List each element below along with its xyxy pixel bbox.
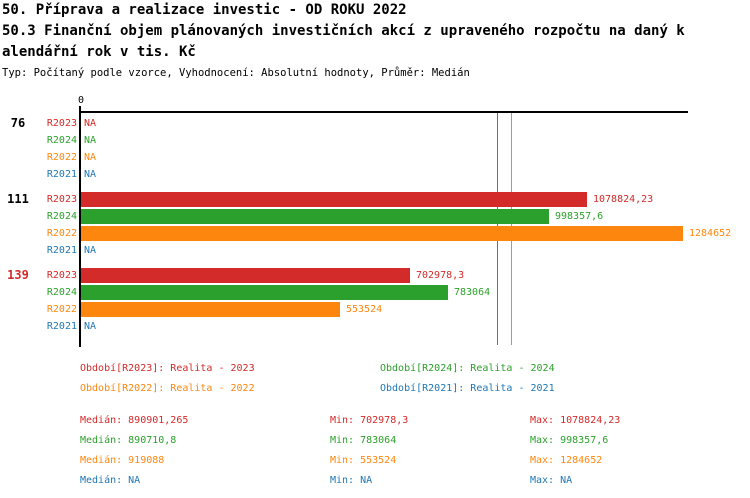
legend-item: Období[R2022]: Realita - 2022 — [80, 383, 255, 394]
series-label: R2023 — [46, 194, 77, 205]
chart-subtitle: 50.3 Finanční objem plánovaných investič… — [2, 23, 685, 39]
series-label: R2023 — [46, 270, 77, 281]
legend-item: Období[R2021]: Realita - 2021 — [380, 383, 555, 394]
group-label: 76 — [10, 116, 26, 130]
stat-max: Max: 998357,6 — [530, 435, 609, 446]
legend-item: Období[R2023]: Realita - 2023 — [80, 363, 255, 374]
chart-meta: Typ: Počítaný podle vzorce, Vyhodnocení:… — [2, 67, 470, 79]
series-label: R2022 — [46, 228, 77, 239]
chart-subtitle-wrap: alendářní rok v tis. Kč — [2, 44, 196, 60]
stat-median: Medián: 890710,8 — [80, 435, 177, 446]
series-label: R2024 — [46, 287, 77, 298]
stat-median: Medián: 890901,265 — [80, 415, 189, 426]
bar-value-label: 1078824,23 — [593, 194, 654, 205]
series-label: R2021 — [46, 245, 77, 256]
na-value-label: NA — [84, 245, 97, 256]
stat-median: Medián: NA — [80, 475, 141, 486]
na-value-label: NA — [84, 118, 97, 129]
page-title: 50. Příprava a realizace investic - OD R… — [2, 2, 407, 18]
series-label: R2024 — [46, 135, 77, 146]
bar — [81, 302, 340, 317]
stat-max: Max: 1284652 — [530, 455, 603, 466]
bar-value-label: 1284652 — [689, 228, 732, 239]
bar-value-label: 998357,6 — [555, 211, 604, 222]
bar — [81, 268, 410, 283]
series-label: R2024 — [46, 211, 77, 222]
series-label: R2023 — [46, 118, 77, 129]
bar-value-label: 783064 — [454, 287, 491, 298]
bar — [81, 192, 587, 207]
bar-value-label: 553524 — [346, 304, 383, 315]
axis-zero-tick-label: 0 — [77, 95, 85, 106]
group-label: 111 — [7, 192, 29, 206]
stat-max: Max: NA — [530, 475, 573, 486]
stat-min: Min: 553524 — [330, 455, 397, 466]
stat-min: Min: 783064 — [330, 435, 397, 446]
bar — [81, 226, 683, 241]
stat-max: Max: 1078824,23 — [530, 415, 621, 426]
axis-line-horizontal — [79, 111, 688, 113]
bar-value-label: 702978,3 — [416, 270, 465, 281]
bar — [81, 285, 448, 300]
na-value-label: NA — [84, 135, 97, 146]
series-label: R2021 — [46, 169, 77, 180]
stat-min: Min: 702978,3 — [330, 415, 409, 426]
group-label: 139 — [7, 268, 29, 282]
series-label: R2021 — [46, 321, 77, 332]
bar — [81, 209, 549, 224]
series-label: R2022 — [46, 304, 77, 315]
series-label: R2022 — [46, 152, 77, 163]
na-value-label: NA — [84, 152, 97, 163]
na-value-label: NA — [84, 321, 97, 332]
stat-min: Min: NA — [330, 475, 373, 486]
na-value-label: NA — [84, 169, 97, 180]
legend-item: Období[R2024]: Realita - 2024 — [380, 363, 555, 374]
stat-median: Medián: 919088 — [80, 455, 165, 466]
axis-line-vertical — [79, 106, 81, 347]
